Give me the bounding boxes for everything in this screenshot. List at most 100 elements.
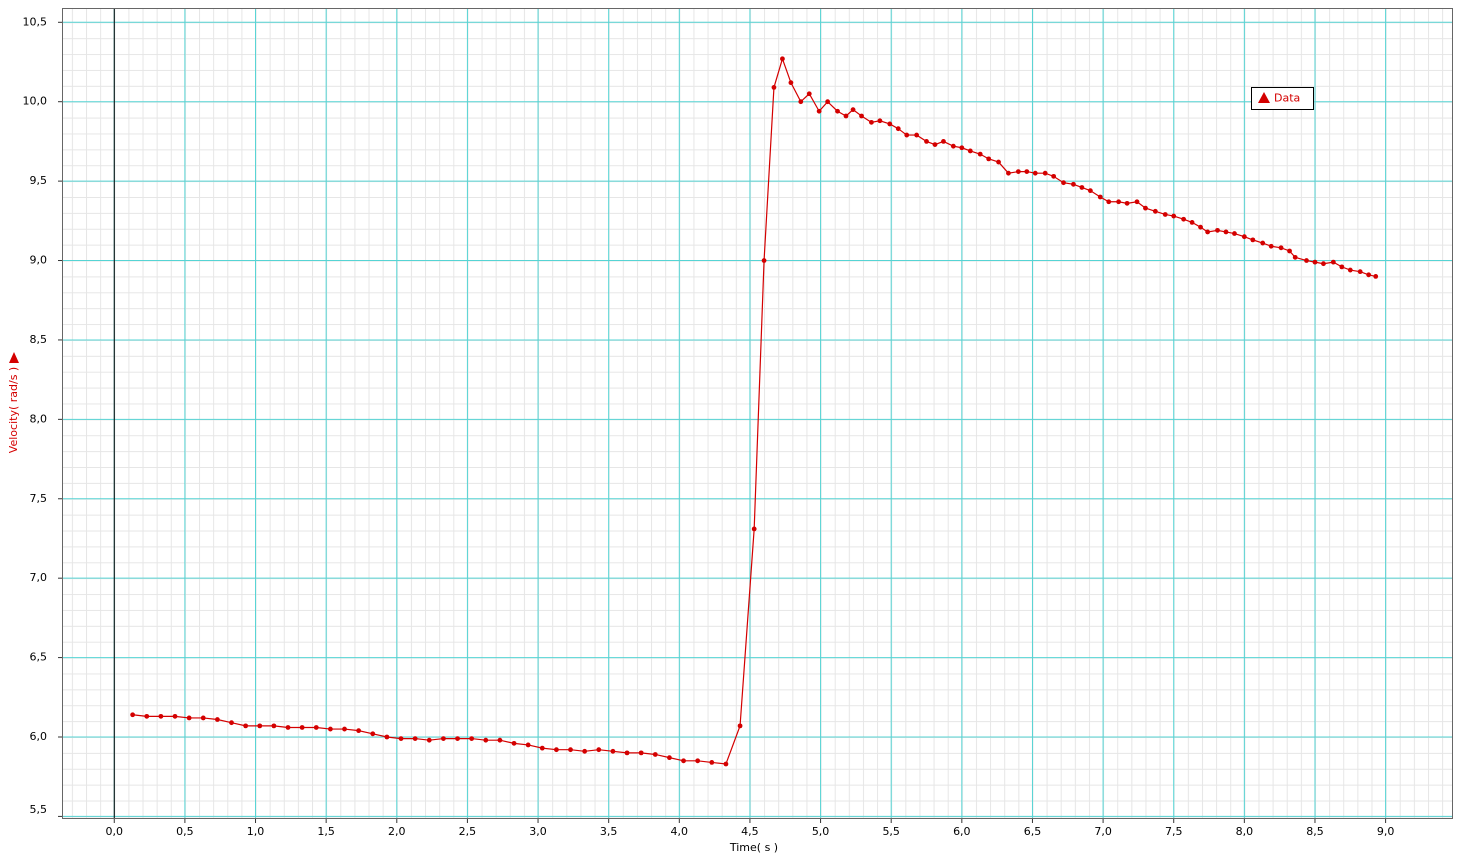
data-point	[1260, 240, 1266, 246]
data-point	[568, 747, 573, 753]
data-point	[469, 736, 475, 741]
data-point	[695, 758, 701, 764]
data-point	[384, 734, 390, 740]
legend-label: Data	[1274, 92, 1300, 105]
y-tick-label: 9,5	[30, 174, 48, 187]
data-point	[667, 755, 672, 761]
data-point	[806, 91, 812, 97]
data-point	[986, 156, 992, 162]
data-point	[412, 736, 418, 741]
data-point	[1347, 267, 1353, 273]
data-point	[723, 761, 729, 767]
data-point	[1143, 205, 1148, 211]
x-tick-label: 6,5	[1024, 825, 1042, 838]
legend: Data	[1251, 87, 1314, 110]
data-point	[932, 142, 938, 147]
data-point	[887, 121, 893, 127]
x-axis-title: Time( s )	[729, 841, 778, 854]
x-tick-label: 4,0	[671, 825, 689, 838]
data-point	[172, 713, 178, 719]
data-point	[1032, 170, 1038, 176]
data-point	[200, 715, 206, 721]
x-tick-label: 2,0	[388, 825, 406, 838]
y-tick-label: 7,5	[30, 492, 48, 505]
data-point	[539, 745, 545, 751]
data-point	[941, 139, 946, 144]
data-point	[1097, 194, 1103, 200]
x-tick-label: 6,0	[953, 825, 971, 838]
data-point	[771, 85, 777, 90]
data-point	[398, 736, 404, 741]
data-point	[1152, 208, 1158, 214]
data-point	[1330, 259, 1336, 265]
data-point	[1357, 269, 1363, 275]
data-point	[1134, 199, 1140, 205]
data-point	[1189, 220, 1195, 225]
data-point	[780, 56, 785, 62]
data-point	[924, 139, 929, 144]
data-point	[158, 713, 164, 719]
data-point	[859, 113, 864, 119]
minor-grid	[62, 8, 1452, 818]
data-point	[483, 737, 489, 743]
data-point	[1339, 264, 1345, 270]
data-point	[342, 726, 347, 732]
x-tick-label: 1,0	[247, 825, 265, 838]
data-point	[977, 151, 983, 157]
data-point	[582, 748, 588, 754]
data-point	[1205, 229, 1211, 235]
data-point	[313, 725, 319, 730]
data-point	[1287, 248, 1292, 254]
data-point	[914, 132, 920, 138]
data-point	[895, 126, 901, 132]
data-point	[1079, 185, 1085, 190]
x-tick-label: 7,0	[1094, 825, 1112, 838]
data-point	[950, 143, 956, 149]
data-point	[850, 107, 856, 113]
data-point	[1223, 229, 1229, 235]
data-point	[370, 731, 376, 737]
y-tick-label: 6,0	[30, 730, 48, 743]
x-tick-label: 0,0	[106, 825, 124, 838]
data-point	[1181, 216, 1187, 222]
data-point	[843, 113, 849, 119]
x-tick-label: 8,0	[1236, 825, 1254, 838]
x-tick-label: 0,5	[176, 825, 194, 838]
data-point	[1198, 224, 1203, 230]
plot-frame	[62, 8, 1453, 819]
data-point	[652, 752, 658, 757]
y-tick-label: 9,0	[30, 254, 48, 267]
data-point	[959, 145, 965, 151]
data-point	[1171, 213, 1177, 219]
data-point	[1051, 173, 1057, 179]
y-tick-label: 6,5	[30, 651, 48, 664]
data-point	[1061, 180, 1066, 186]
y-tick-label: 10,5	[23, 15, 48, 28]
data-point	[825, 99, 831, 105]
data-point	[1087, 188, 1093, 194]
data-point	[737, 723, 743, 729]
legend-marker	[1258, 92, 1270, 103]
data-point	[130, 712, 136, 718]
data-point	[356, 728, 362, 734]
data-point	[525, 742, 531, 748]
legend-box	[1251, 87, 1314, 110]
data-point	[835, 108, 840, 114]
data-point	[229, 720, 234, 726]
data-point	[681, 758, 686, 764]
data-point	[1278, 245, 1284, 251]
x-tick-label: 4,5	[741, 825, 759, 838]
data-point	[610, 748, 616, 754]
x-tick-label: 3,5	[600, 825, 618, 838]
data-point	[869, 119, 874, 125]
data-point	[1106, 199, 1112, 205]
data-point	[1071, 181, 1076, 187]
data-point	[1292, 254, 1298, 260]
data-point	[554, 747, 559, 753]
x-tick-label: 2,5	[459, 825, 477, 838]
data-point	[327, 726, 333, 732]
data-point	[455, 736, 460, 741]
x-tick-label: 5,0	[812, 825, 830, 838]
y-axis-marker	[9, 352, 19, 363]
